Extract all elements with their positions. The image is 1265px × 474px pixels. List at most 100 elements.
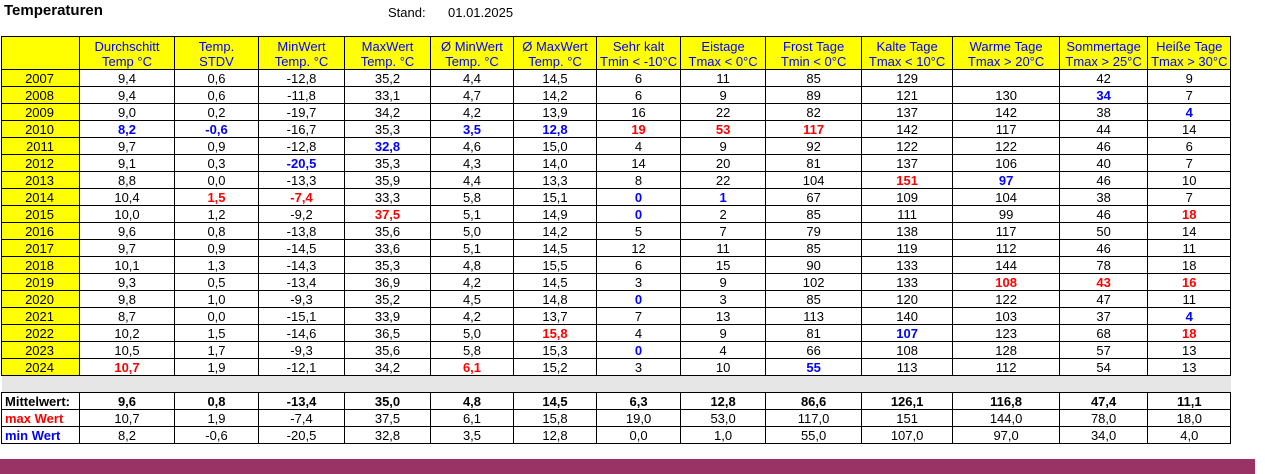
table-cell: 6 [595,256,682,274]
summary-cell: 12,8 [513,426,597,444]
table-cell: 46 [1059,239,1149,257]
table-cell: 37,5 [344,205,431,223]
year-cell: 2007 [1,69,80,87]
table-cell: 8 [595,171,682,189]
table-cell: 35,6 [344,341,431,359]
table-cell: 8,8 [79,171,175,189]
table-cell: 4,8 [430,256,514,274]
table-cell: 13 [1147,358,1232,376]
summary-cell: 4,8 [430,392,514,410]
table-cell: 14,9 [513,205,597,223]
table-cell: 13,3 [513,171,597,189]
table-cell: 11 [680,239,767,257]
summary-cell: 34,0 [1059,426,1149,444]
table-cell: 90 [765,256,863,274]
table-cell: 42 [1059,69,1149,87]
table-cell: 104 [765,171,863,189]
column-header: Eistage Tmax < 0°C [680,36,767,70]
table-cell: 9,6 [79,222,175,240]
table-cell: 5,1 [430,205,514,223]
table-cell: -16,7 [258,120,345,138]
column-header-line2: Temp. °C [528,54,582,69]
table-cell: 67 [765,188,863,206]
table-cell: -0,6 [174,120,259,138]
column-header-line1: Temp. [198,39,235,54]
table-cell: 15,2 [513,358,597,376]
table-cell: 38 [1059,188,1149,206]
column-header-line1: Ø MaxWert [522,39,588,54]
table-cell: 36,5 [344,324,431,342]
table-cell: 46 [1059,137,1149,155]
column-header: Temp. STDV [174,36,259,70]
summary-cell: 15,8 [513,409,597,427]
table-row: 2023 10,5 1,7 -9,3 35,6 5,8 15,3 0 4 66 108 128 57 13 [1,341,1232,359]
table-cell: 35,2 [344,290,431,308]
summary-cell: 12,8 [680,392,767,410]
table-cell: 13 [1147,341,1232,359]
table-cell: 33,9 [344,307,431,325]
year-cell: 2024 [1,358,80,376]
table-cell: 4,3 [430,154,514,172]
table-cell: 1 [680,188,767,206]
year-cell: 2021 [1,307,80,325]
table-cell: 9 [680,137,767,155]
table-cell: 97 [952,171,1061,189]
table-row: 2011 9,7 0,9 -12,8 32,8 4,6 15,0 4 9 92 122 122 46 6 [1,137,1232,155]
year-cell: 2019 [1,273,80,291]
temperature-table: Durchschitt Temp °C Temp. STDV MinWert Temp. … [1,36,1232,444]
table-cell: 15 [680,256,767,274]
table-cell: 0,6 [174,86,259,104]
column-header-line1: Sommertage [1066,39,1141,54]
table-cell: 46 [1059,205,1149,223]
table-row: 2013 8,8 0,0 -13,3 35,9 4,4 13,3 8 22 104 151 97 46 1… [1,171,1232,189]
table-row: 2014 10,4 1,5 -7,4 33,3 5,8 15,1 0 1 67 109 104 38 7 [1,188,1232,206]
table-cell: 36,9 [344,273,431,291]
table-cell: 14,5 [513,273,597,291]
column-header-line2: Temp °C [102,54,152,69]
table-cell: 13,9 [513,103,597,121]
mittelwert-row: Mittelwert: 9,6 0,8 -13,4 35,0 4,8 14,5 6,3 12,8… [1,392,1232,410]
table-row: 2007 9,4 0,6 -12,8 35,2 4,4 14,5 6 11 85 129 42 9 [1,69,1232,87]
table-cell: 117 [765,120,863,138]
summary-cell: 126,1 [861,392,954,410]
table-cell: 10,5 [79,341,175,359]
table-cell: 1,3 [174,256,259,274]
table-cell: 15,1 [513,188,597,206]
table-cell: 85 [765,69,863,87]
column-header-line1: MinWert [277,39,326,54]
table-row: 2016 9,6 0,8 -13,8 35,6 5,0 14,2 5 7 79 138 117 50 14 [1,222,1232,240]
table-cell: 0,9 [174,137,259,155]
year-cell: 2012 [1,154,80,172]
table-cell: -14,6 [258,324,345,342]
table-cell: 5,8 [430,341,514,359]
table-cell: 20 [680,154,767,172]
table-cell: 18 [1147,324,1232,342]
column-header-line2: STDV [199,54,234,69]
summary-label: Mittelwert: [1,392,80,410]
table-cell: 92 [765,137,863,155]
year-cell: 2009 [1,103,80,121]
table-cell: 129 [861,69,954,87]
table-row: 2012 9,1 0,3 -20,5 35,3 4,3 14,0 14 20 81 137 106 40… [1,154,1232,172]
column-header: MinWert Temp. °C [258,36,345,70]
year-cell: 2020 [1,290,80,308]
summary-cell: 86,6 [765,392,863,410]
table-cell: 10 [680,358,767,376]
table-cell: 2 [680,205,767,223]
table-cell: 33,3 [344,188,431,206]
table-cell: 9,4 [79,86,175,104]
table-cell: -14,3 [258,256,345,274]
column-header: Kalte Tage Tmax < 10°C [861,36,954,70]
table-cell: 81 [765,324,863,342]
table-cell: -11,8 [258,86,345,104]
year-cell: 2023 [1,341,80,359]
summary-cell: 6,1 [430,409,514,427]
table-cell: 120 [861,290,954,308]
table-cell: 33,6 [344,239,431,257]
table-cell: 0 [595,188,682,206]
table-cell: 4,6 [430,137,514,155]
column-header: Frost Tage Tmin < 0°C [765,36,863,70]
table-cell: 12,8 [513,120,597,138]
table-cell: 9 [1147,69,1232,87]
table-cell: 6 [1147,137,1232,155]
